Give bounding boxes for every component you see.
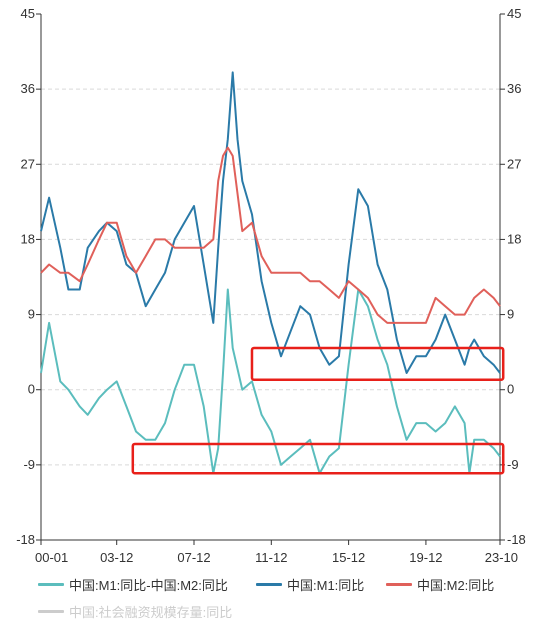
x-tick-label: 23-10: [485, 550, 518, 565]
x-tick-label: 07-12: [177, 550, 210, 565]
legend-label: 中国:M2:同比: [417, 578, 495, 593]
x-tick-label: 15-12: [332, 550, 365, 565]
y-tick-label-left: -18: [16, 532, 35, 547]
y-tick-label-left: 0: [28, 382, 35, 397]
gridlines: [41, 88, 500, 466]
legend-label: 中国:M1:同比-中国:M2:同比: [69, 578, 228, 593]
highlight-boxes: [131, 346, 505, 475]
series-line-0: [40, 288, 501, 475]
legend-swatch: [256, 583, 282, 586]
y-tick-label-left: 27: [21, 156, 35, 171]
legend-item-m1-m2-spread[interactable]: 中国:M1:同比-中国:M2:同比: [38, 575, 228, 594]
series-line-1: [40, 71, 501, 374]
legend-label: 中国:M1:同比: [287, 578, 365, 593]
axes: [40, 14, 501, 541]
legend-item-social-financing[interactable]: 中国:社会融资规模存量:同比: [38, 602, 232, 621]
y-tick-labels-right: -18 -9 0 9 18 27 36 45: [500, 6, 526, 547]
y-tick-label-right: 0: [507, 382, 514, 397]
highlight-box-0: [250, 346, 505, 381]
legend-swatch: [386, 583, 412, 586]
legend-label: 中国:社会融资规模存量:同比: [69, 605, 233, 620]
x-tick-label: 03-12: [100, 550, 133, 565]
y-tick-label-right: 45: [507, 6, 521, 21]
x-tick-label: 00-01: [35, 550, 68, 565]
y-tick-label-left: 45: [21, 6, 35, 21]
y-tick-label-left: -9: [23, 457, 35, 472]
series-line-2: [40, 146, 501, 324]
y-tick-label-left: 9: [28, 307, 35, 322]
y-tick-label-right: -18: [507, 532, 526, 547]
legend-item-m2[interactable]: 中国:M2:同比: [386, 575, 494, 594]
y-tick-label-right: 9: [507, 307, 514, 322]
line-chart: -18 -9 0 9 18 27 36 45 -18 -9 0 9 18 27 36 45 00-01 03-…: [16, 6, 526, 565]
y-tick-label-left: 18: [21, 231, 35, 246]
legend-swatch: [38, 610, 64, 613]
y-tick-label-right: 36: [507, 81, 521, 96]
x-tick-labels: 00-01 03-12 07-12 11-12 15-12 19-12 23-10: [35, 540, 518, 565]
legend-swatch: [38, 583, 64, 586]
highlight-box-1: [131, 442, 505, 475]
y-tick-label-left: 36: [21, 81, 35, 96]
series-lines: [40, 71, 501, 475]
y-tick-label-right: 18: [507, 231, 521, 246]
y-tick-label-right: 27: [507, 156, 521, 171]
y-tick-label-right: -9: [507, 457, 519, 472]
y-tick-labels-left: -18 -9 0 9 18 27 36 45: [16, 6, 41, 547]
legend-item-m1[interactable]: 中国:M1:同比: [256, 575, 364, 594]
x-tick-label: 11-12: [255, 550, 287, 565]
x-tick-label: 19-12: [409, 550, 442, 565]
